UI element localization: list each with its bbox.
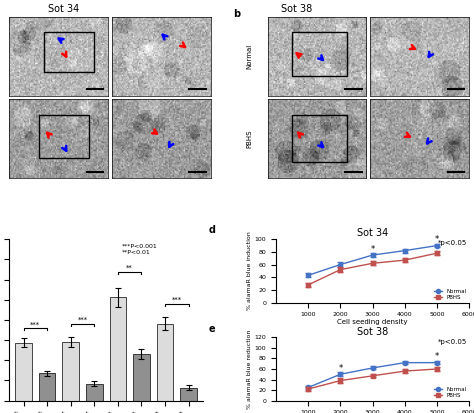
Normal xyxy=(370,253,375,258)
PBHS xyxy=(434,251,440,256)
Text: Normal: Normal xyxy=(247,43,253,69)
Normal xyxy=(305,273,311,278)
PBHS xyxy=(337,267,343,272)
Normal xyxy=(434,243,440,248)
PBHS xyxy=(305,387,311,392)
Text: PBHS: PBHS xyxy=(247,129,253,147)
Bar xyxy=(109,297,126,401)
PBHS xyxy=(337,378,343,383)
Title: Sot 38: Sot 38 xyxy=(357,327,388,337)
Bar xyxy=(157,324,173,401)
PBHS xyxy=(305,282,311,287)
Normal xyxy=(337,372,343,377)
Text: b: b xyxy=(233,9,240,19)
Text: *: * xyxy=(371,245,375,254)
X-axis label: Cell seeding density: Cell seeding density xyxy=(337,318,408,325)
Normal xyxy=(402,360,408,365)
Normal xyxy=(402,248,408,253)
Line: Normal: Normal xyxy=(306,244,439,278)
Bar xyxy=(15,342,32,401)
Text: *p<0.05: *p<0.05 xyxy=(438,339,467,344)
Y-axis label: % alamaR blue reduction: % alamaR blue reduction xyxy=(247,329,252,408)
PBHS xyxy=(434,366,440,371)
Text: Sot 38: Sot 38 xyxy=(281,5,312,14)
Y-axis label: % alamaR blue induction: % alamaR blue induction xyxy=(247,232,252,310)
Bar xyxy=(39,115,89,158)
Line: PBHS: PBHS xyxy=(306,251,439,287)
Normal xyxy=(305,385,311,390)
Text: *: * xyxy=(435,235,439,244)
PBHS xyxy=(402,258,408,263)
PBHS xyxy=(402,368,408,373)
Text: e: e xyxy=(209,323,215,334)
Bar xyxy=(133,354,150,401)
Legend: Normal, PBHS: Normal, PBHS xyxy=(431,385,469,400)
Text: *: * xyxy=(435,352,439,361)
Bar xyxy=(292,32,346,76)
PBHS xyxy=(370,373,375,378)
Normal xyxy=(337,262,343,267)
Bar xyxy=(292,115,346,162)
Bar xyxy=(44,32,93,72)
Normal xyxy=(370,366,375,370)
Bar xyxy=(63,342,79,401)
Line: PBHS: PBHS xyxy=(306,367,439,391)
Text: ***: *** xyxy=(77,317,88,323)
Bar xyxy=(180,388,197,401)
Text: ***: *** xyxy=(30,321,40,327)
Line: Normal: Normal xyxy=(306,361,439,389)
Text: **: ** xyxy=(126,265,133,271)
Text: *p<0.05: *p<0.05 xyxy=(438,240,467,247)
Text: ***: *** xyxy=(172,297,182,303)
Text: *: * xyxy=(338,364,343,373)
Text: Sot 34: Sot 34 xyxy=(48,5,80,14)
Text: d: d xyxy=(209,225,216,235)
Title: Sot 34: Sot 34 xyxy=(357,228,388,238)
Legend: Normal, PBHS: Normal, PBHS xyxy=(431,286,469,302)
Bar xyxy=(39,373,55,401)
Text: ***P<0.001
**P<0.01: ***P<0.001 **P<0.01 xyxy=(121,244,157,255)
Normal xyxy=(434,360,440,365)
PBHS xyxy=(370,261,375,266)
Bar xyxy=(86,384,102,401)
